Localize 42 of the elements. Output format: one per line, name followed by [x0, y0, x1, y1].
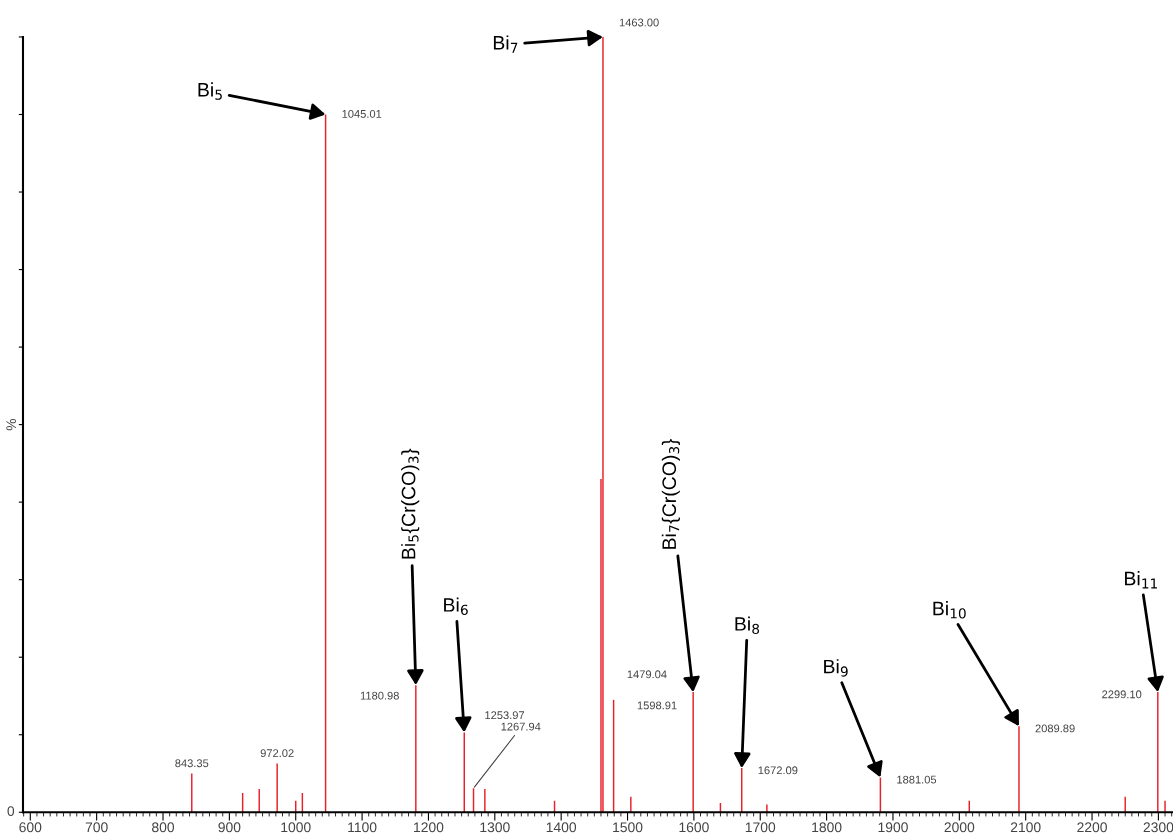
annotation: 1045.01: [342, 109, 382, 118]
x-tick-label: 600: [19, 822, 42, 833]
x-tick-label: 2300: [1143, 822, 1173, 833]
x-tick-label: 2100: [1010, 822, 1041, 833]
x-tick-label: 1400: [546, 822, 577, 833]
x-tick-label: 800: [152, 822, 175, 833]
annotation: Bi$_{6}$: [444, 597, 468, 615]
x-tick-label: 1300: [480, 822, 510, 833]
x-tick-label: 900: [218, 822, 241, 833]
annotation: 2299.10: [1102, 690, 1142, 699]
y-axis-title: %: [6, 418, 17, 431]
annotation: 2089.89: [1035, 724, 1075, 733]
annotation: 1598.91: [637, 701, 677, 710]
annotation: Bi$_{5}$: [198, 82, 222, 100]
annotation: 1479.04: [627, 670, 667, 679]
x-tick-label: 1700: [745, 822, 776, 833]
annotation: 843.35: [175, 759, 209, 768]
annotation: Bi$_{5}${Cr(CO)$_{3}$}: [401, 448, 420, 559]
x-tick-label: 1600: [679, 822, 709, 833]
x-tick-label: 1200: [414, 822, 444, 833]
annotation: 972.02: [260, 749, 294, 758]
x-tick-label: 1500: [613, 822, 643, 833]
annotation: 1267.94: [501, 722, 541, 731]
x-tick-label: 2200: [1077, 822, 1107, 833]
x-tick-label: 2000: [944, 822, 975, 833]
x-tick-label: 700: [85, 822, 108, 833]
annotation: 1881.05: [897, 775, 937, 784]
annotation: Bi$_{7}${Cr(CO)$_{3}$}: [661, 439, 680, 549]
x-tick-label: 1900: [878, 822, 908, 833]
x-tick-label: 1000: [281, 822, 311, 833]
annotation: 1253.97: [485, 711, 525, 720]
annotation: Bi$_{11}$: [1125, 571, 1157, 589]
annotation: Bi$_{9}$: [824, 659, 848, 677]
x-tick-label: 1100: [348, 822, 377, 833]
text: 0: [7, 806, 15, 817]
annotation: Bi$_{7}$: [493, 35, 518, 53]
annotation: 1180.98: [360, 691, 399, 700]
annotation: Bi$_{8}$: [735, 616, 760, 634]
x-tick-label: 1800: [812, 822, 842, 833]
annotation: Bi$_{10}$: [933, 601, 966, 619]
annotation: 1463.00: [619, 18, 659, 27]
annotation: 1672.09: [758, 766, 798, 775]
